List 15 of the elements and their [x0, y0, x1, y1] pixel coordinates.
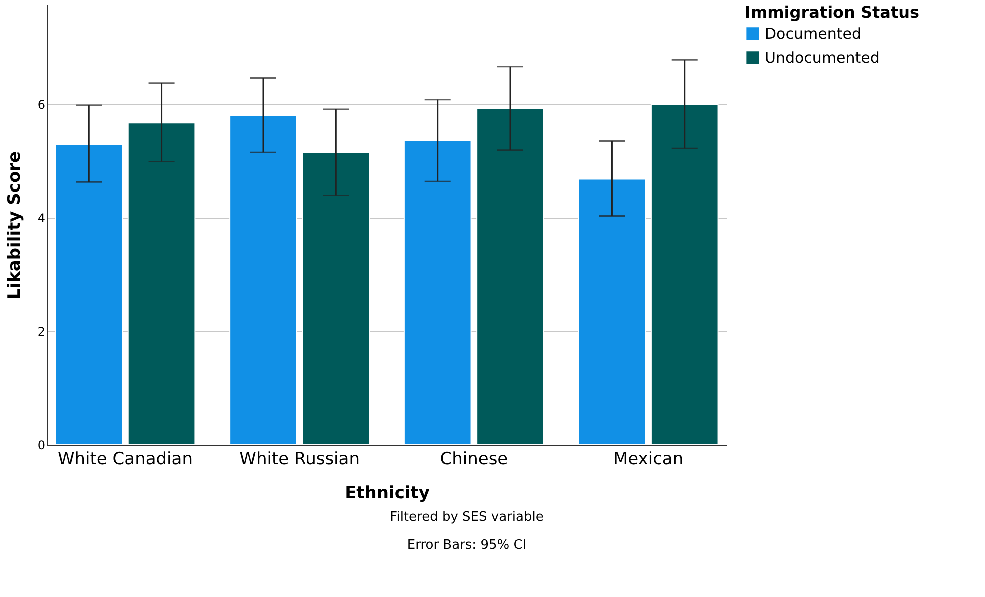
y-tick-label: 4 [38, 211, 46, 226]
x-tick-label: Chinese [440, 450, 508, 470]
y-tick-label: 6 [38, 98, 46, 112]
x-tick-label: Mexican [613, 450, 684, 470]
legend-label: Documented [765, 25, 862, 43]
x-tick-label: White Russian [240, 450, 360, 470]
legend-title: Immigration Status [745, 3, 920, 22]
legend-label: Undocumented [765, 49, 880, 67]
x-tick-label: White Canadian [58, 450, 193, 470]
text: Filtered by SES variable [390, 510, 544, 525]
y-tick-label: 2 [38, 324, 46, 339]
y-axis-title: Likability Score [4, 151, 25, 300]
text: Error Bars: 95% CI [407, 538, 527, 553]
x-axis-title: Ethnicity [345, 484, 430, 504]
y-tick-label: 0 [38, 438, 46, 452]
